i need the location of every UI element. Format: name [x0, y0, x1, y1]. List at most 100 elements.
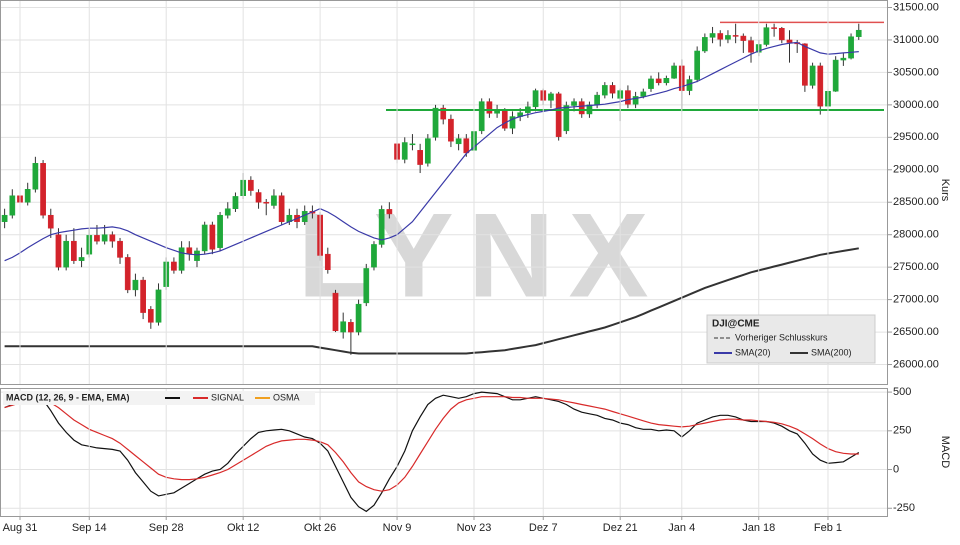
x-tick-label: Nov 9	[383, 522, 412, 534]
candle-body	[171, 261, 177, 271]
candle-body	[609, 85, 616, 94]
candle-body	[655, 78, 662, 84]
candle-body	[209, 224, 216, 250]
price-panel	[0, 0, 888, 385]
candle-body	[532, 90, 539, 108]
legend-box	[3, 391, 315, 405]
candle-body	[509, 116, 516, 129]
candle-body	[640, 91, 647, 97]
watermark: LYNX	[297, 189, 662, 323]
candle-body	[47, 214, 54, 229]
x-tick-label: Dez 21	[603, 522, 638, 534]
candle-body	[432, 107, 439, 138]
candle-body	[147, 309, 154, 323]
candle-body	[186, 247, 193, 255]
series-line	[4, 247, 859, 355]
candle-body	[440, 107, 447, 120]
y-tick-label: 30500.00	[893, 66, 939, 78]
candle-body	[563, 105, 570, 132]
legend-title: DJI@CME	[712, 319, 760, 330]
macd-panel	[0, 388, 888, 517]
candle-body	[478, 101, 485, 132]
candle-body	[625, 90, 631, 105]
candle-body	[132, 279, 139, 291]
candle-body	[848, 36, 854, 59]
candle-body	[455, 138, 462, 145]
candle-body	[702, 37, 708, 52]
candle-body	[709, 33, 716, 38]
candle-body	[24, 189, 31, 203]
y-tick-label: 30000.00	[893, 99, 939, 111]
series-line	[4, 41, 859, 262]
y-axis-label: MACD	[939, 436, 951, 468]
candle-body	[71, 240, 77, 261]
x-tick-label: Aug 31	[3, 522, 38, 534]
candle-body	[386, 209, 393, 215]
candle-body	[594, 94, 600, 106]
candle-body	[694, 50, 701, 80]
candle-body	[855, 29, 862, 37]
x-tick-label: Jan 18	[742, 522, 775, 534]
y-tick-label: 250	[893, 425, 911, 437]
candle-body	[632, 96, 639, 105]
candle-body	[571, 101, 577, 106]
y-tick-label: 26000.00	[893, 358, 939, 370]
y-axis-label: Kurs	[939, 179, 951, 202]
y-tick-label: 28000.00	[893, 229, 939, 241]
candle-body	[178, 247, 185, 271]
candle-body	[548, 93, 554, 101]
x-tick-label: Jan 4	[668, 522, 695, 534]
candle-body	[271, 195, 277, 206]
legend-box	[706, 314, 876, 364]
candle-body	[124, 257, 131, 291]
x-tick-label: Dez 7	[529, 522, 558, 534]
y-tick-label: 31000.00	[893, 34, 939, 46]
candle-body	[578, 101, 585, 115]
candle-body	[748, 40, 754, 53]
candle-body	[217, 214, 223, 248]
y-tick-label: 29000.00	[893, 164, 939, 176]
candle-body	[763, 27, 770, 45]
candle-body	[671, 65, 677, 79]
candle-body	[448, 118, 454, 142]
candle-body	[802, 43, 808, 86]
candle-body	[371, 244, 377, 268]
candle-body	[32, 163, 39, 190]
candle-body	[778, 28, 785, 41]
y-tick-label: 27000.00	[893, 294, 939, 306]
candle-body	[424, 138, 431, 164]
candle-body	[348, 322, 354, 333]
candle-body	[832, 59, 839, 92]
plot	[1, 391, 887, 513]
x-tick-label: Sep 14	[72, 522, 107, 534]
candle-body	[194, 250, 200, 261]
candle-body	[248, 179, 254, 191]
candle-body	[555, 93, 562, 137]
candle-body	[401, 142, 408, 160]
x-tick-label: Sep 28	[149, 522, 184, 534]
candle-body	[1, 214, 8, 222]
candle-body	[101, 234, 108, 242]
candle-body	[340, 321, 347, 333]
candle-body	[55, 234, 62, 268]
candle-body	[817, 65, 824, 107]
candle-body	[463, 138, 470, 154]
candle-body	[409, 143, 416, 146]
candle-body	[486, 101, 493, 114]
y-tick-label: 0	[893, 463, 899, 475]
candle-body	[417, 150, 423, 165]
candle-body	[140, 279, 146, 313]
candle-body	[278, 195, 285, 222]
y-tick-label: 31500.00	[893, 1, 939, 13]
candle-body	[648, 78, 654, 89]
legend-title: MACD (12, 26, 9 - EMA, EMA)	[6, 392, 130, 402]
candle-body	[232, 196, 239, 209]
candle-body	[263, 201, 270, 204]
y-tick-label: 27500.00	[893, 261, 939, 273]
y-tick-label: -250	[893, 502, 915, 514]
candle-body	[78, 257, 85, 261]
candle-body	[840, 57, 847, 61]
candle-body	[363, 268, 370, 304]
candle-body	[255, 192, 262, 203]
